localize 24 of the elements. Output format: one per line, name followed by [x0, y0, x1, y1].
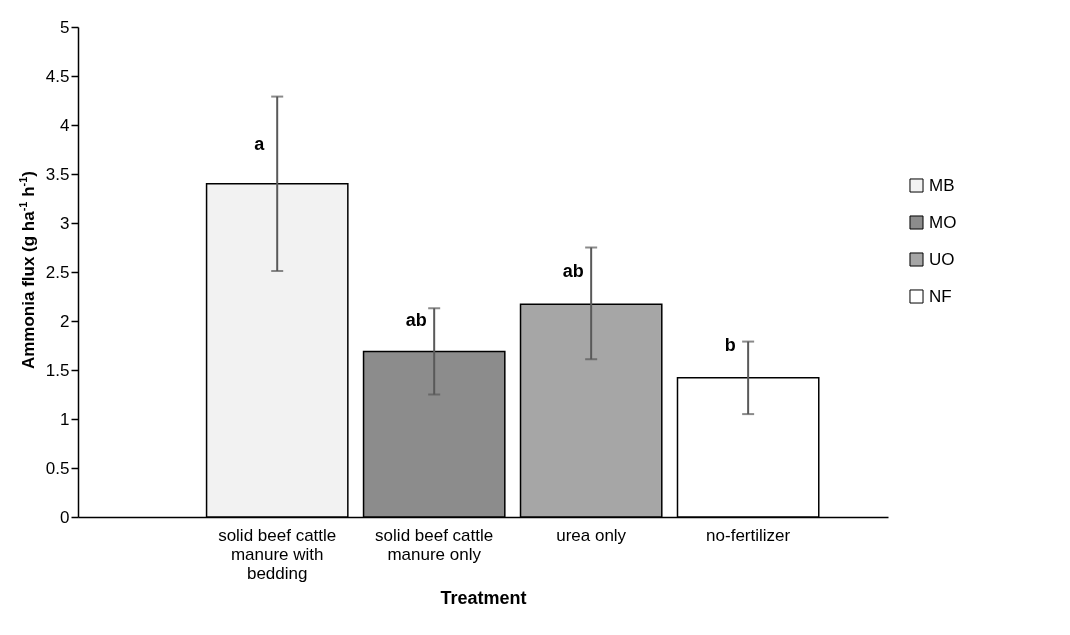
y-tick-label: 4.5	[45, 66, 70, 86]
y-tick-label: 5	[60, 17, 70, 37]
y-tick-label: 3.5	[45, 164, 70, 184]
y-tick-label: 2	[60, 311, 70, 331]
x-tick-label: solid beef cattle manure only	[375, 525, 494, 564]
x-axis-title: Treatment	[440, 587, 527, 608]
annotation: ab	[562, 261, 584, 281]
y-tick-label: 1.5	[45, 360, 70, 380]
y-tick-label: 3	[60, 213, 70, 233]
y-tick-label: 1	[60, 409, 70, 429]
annotation: a	[254, 133, 266, 154]
annotation: ab	[405, 310, 427, 330]
legend-label: NF	[929, 286, 952, 306]
legend-label: MB	[929, 175, 955, 195]
y-tick-label: 2.5	[45, 262, 70, 282]
y-tick-label: 0	[60, 507, 70, 527]
legend-label: UO	[929, 249, 955, 269]
annotation: b	[724, 334, 736, 355]
legend-label: MO	[929, 212, 957, 232]
y-tick-label: 4	[60, 115, 70, 135]
y-tick-label: 0.5	[45, 458, 70, 478]
x-tick-label: solid beef cattle manure with bedding	[218, 525, 337, 583]
x-tick-label: no-fertilizer	[706, 525, 791, 545]
x-tick-label: urea only	[556, 525, 627, 545]
